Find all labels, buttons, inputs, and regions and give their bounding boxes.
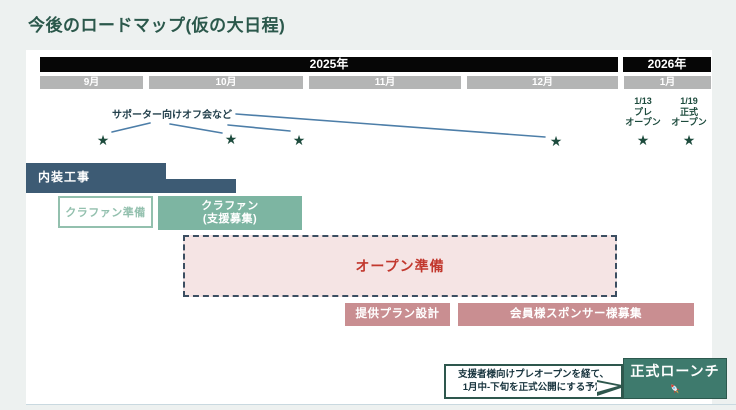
month-bar-september: 9月 [40, 76, 143, 89]
official-open-date-label: 1/19 正式 オープン [671, 96, 707, 127]
milestone-star-icon: ★ [292, 132, 306, 148]
milestone-star-icon: ★ [636, 132, 650, 148]
year-bar-2026: 2026年 [623, 57, 711, 72]
pre-open-date-label: 1/13 プレ オープン [625, 96, 661, 127]
month-bar-october: 10月 [149, 76, 303, 89]
canvas-bottom-divider [26, 404, 736, 405]
milestone-star-icon: ★ [549, 133, 563, 149]
page-title: 今後のロードマップ(仮の大日程) [28, 16, 286, 35]
month-bar-december: 12月 [467, 76, 618, 89]
supporter-meetup-label: サポーター向けオフ会など [112, 110, 232, 121]
interior-work-bar-extension [26, 179, 236, 193]
member-sponsor-recruit-bar: 会員様スポンサー様募集 [458, 303, 694, 326]
month-bar-november: 11月 [309, 76, 461, 89]
interior-work-label: 内装工事 [38, 170, 91, 184]
official-launch-box: 正式ローンチ [623, 358, 727, 399]
crowdfunding-prep-bar: クラファン準備 [58, 196, 153, 228]
milestone-star-icon: ★ [682, 132, 696, 148]
interior-work-bar [26, 163, 166, 179]
milestone-star-icon: ★ [224, 131, 238, 147]
plan-design-bar: 提供プラン設計 [345, 303, 450, 326]
rocket-icon [671, 384, 680, 394]
month-bar-january: 1月 [624, 76, 711, 89]
crowdfunding-bar: クラファン (支援募集) [158, 196, 302, 230]
official-launch-label: 正式ローンチ [630, 363, 720, 379]
milestone-star-icon: ★ [96, 132, 110, 148]
open-preparation-bar: オープン準備 [183, 235, 617, 297]
bubble-tail-inner [597, 382, 618, 392]
year-bar-2025: 2025年 [40, 57, 618, 72]
